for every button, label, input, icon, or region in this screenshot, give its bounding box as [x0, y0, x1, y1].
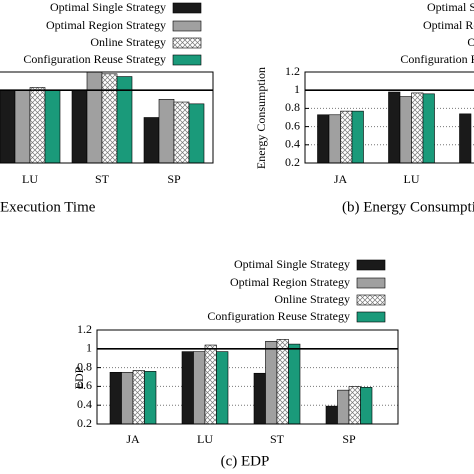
y-tick-label: 0.4: [285, 137, 300, 151]
bar: [265, 340, 278, 424]
y-tick-label: 1.2: [285, 64, 300, 78]
y-tick-label: 0.6: [285, 118, 300, 132]
x-tick-label: LU: [404, 172, 420, 186]
bar: [360, 387, 373, 424]
plot: [97, 330, 398, 424]
bar: [71, 89, 88, 163]
bar: [144, 371, 157, 424]
bar: [253, 372, 266, 424]
legend-label: Optimal Region Strategy: [230, 275, 350, 289]
x-tick-label: LU: [197, 432, 213, 446]
chart-title: Execution Time: [0, 199, 96, 215]
legend-label: Configuration Reuse Strategy: [23, 52, 166, 66]
plot: [0, 72, 205, 163]
bar: [173, 101, 190, 163]
legend-label: Online Strategy: [90, 35, 166, 49]
bar: [422, 93, 435, 163]
y-tick-label: 0.4: [77, 397, 92, 411]
bar: [181, 351, 194, 424]
bar: [399, 96, 412, 163]
y-axis-label: EDP: [72, 366, 86, 389]
bar: [86, 72, 103, 163]
bar: [121, 371, 134, 424]
legend-label: Online Strategy: [274, 292, 350, 306]
bar: [44, 89, 61, 163]
bar: [116, 76, 133, 163]
bar: [193, 351, 206, 424]
legend-label: Optimal Region Strategy: [46, 18, 166, 32]
legend-label: Configuration Reuse Strategy: [400, 52, 474, 66]
bar: [348, 386, 361, 424]
legend-swatch: [356, 259, 386, 271]
bar: [0, 89, 16, 163]
y-axis-label: Energy Consumption: [254, 67, 268, 169]
legend-swatch: [172, 20, 202, 32]
legend-swatch: [356, 294, 386, 306]
x-tick-label: ST: [95, 172, 110, 186]
chart-title: (c) EDP: [221, 453, 270, 469]
bar: [101, 73, 118, 163]
plot-frame: [96, 329, 399, 425]
bar: [325, 405, 338, 424]
y-tick-label: 0.8: [77, 359, 92, 373]
bar: [276, 339, 289, 424]
y-tick-label: 0.2: [77, 416, 92, 430]
plot: [305, 72, 474, 163]
y-tick-label: 0.8: [285, 100, 300, 114]
bar: [216, 351, 229, 424]
legend-label: Optimal Single Strategy: [234, 257, 350, 271]
legend-label: Online Strategy: [467, 35, 474, 49]
bar: [132, 370, 145, 424]
legend-swatch: [172, 37, 202, 49]
chart-title: (b) Energy Consumption: [342, 199, 474, 215]
legend-swatch: [172, 54, 202, 66]
y-tick-label: 1: [294, 82, 300, 96]
y-tick-label: 0.2: [285, 155, 300, 169]
x-tick-label: SP: [167, 172, 181, 186]
bar: [14, 89, 31, 163]
bar: [188, 103, 205, 163]
x-tick-label: JA: [334, 172, 348, 186]
bar: [29, 87, 46, 163]
plot-frame: [304, 71, 474, 164]
bar: [204, 344, 217, 424]
y-tick-label: 1.2: [77, 322, 92, 336]
bar: [340, 110, 353, 163]
y-tick-label: 1: [86, 341, 92, 355]
y-tick-label: 0.6: [77, 378, 92, 392]
bar: [158, 99, 175, 163]
bar: [143, 117, 160, 163]
bar: [337, 389, 350, 424]
legend-swatch: [172, 2, 202, 14]
legend-swatch: [356, 277, 386, 289]
legend-label: Optimal Region Strategy: [423, 18, 474, 32]
x-tick-label: JA: [126, 432, 140, 446]
x-tick-label: SP: [342, 432, 356, 446]
plot-frame: [0, 71, 214, 164]
legend-label: Configuration Reuse Strategy: [207, 309, 350, 323]
bar: [388, 91, 401, 163]
legend-label: Optimal Single Strategy: [50, 0, 166, 14]
bar: [351, 110, 364, 163]
bar: [411, 92, 424, 163]
bar: [317, 114, 330, 163]
bar: [459, 113, 472, 163]
x-tick-label: ST: [270, 432, 285, 446]
legend-label: Optimal Single Strategy: [427, 0, 474, 14]
legend-swatch: [356, 311, 386, 323]
bar: [109, 371, 122, 424]
bar: [288, 343, 301, 424]
x-tick-label: LU: [22, 172, 38, 186]
bar: [328, 114, 341, 163]
